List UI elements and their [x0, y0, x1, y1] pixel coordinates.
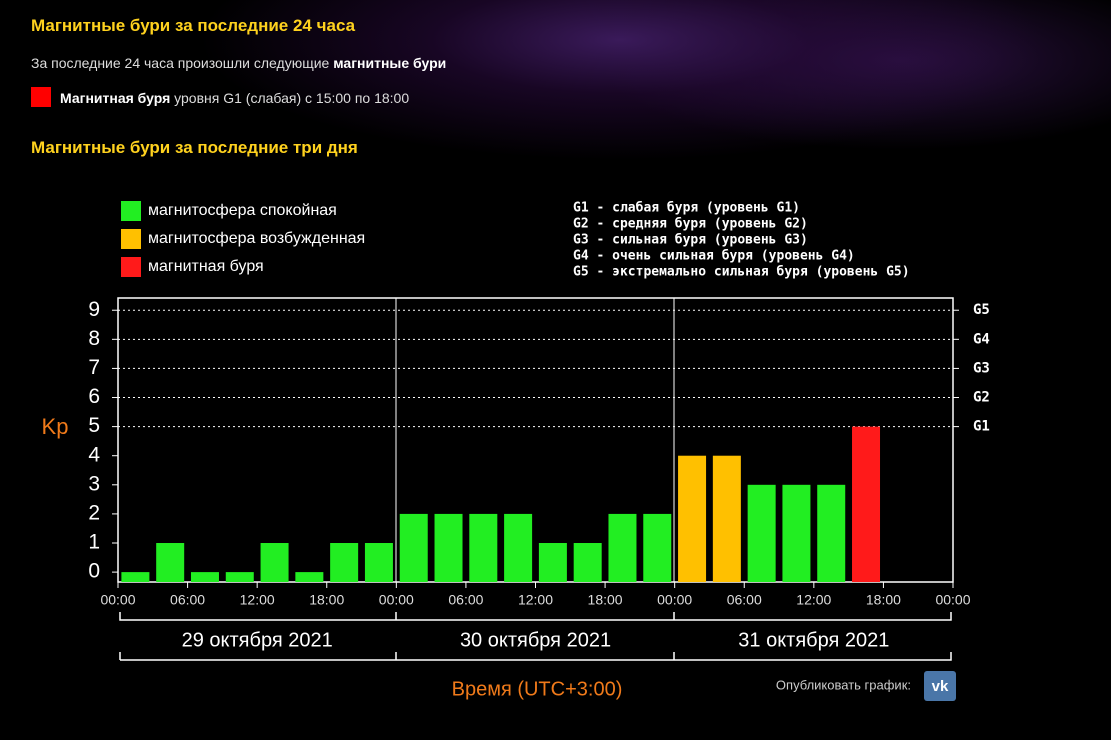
intro-text: За последние 24 часа произошли следующие	[31, 55, 334, 71]
bar	[121, 572, 150, 582]
day-brackets	[119, 612, 952, 661]
y-tick-label: 7	[88, 356, 100, 379]
x-tick-label: 00:00	[100, 592, 135, 608]
bar	[364, 543, 393, 582]
bar	[852, 426, 881, 582]
x-tick-label: 12:00	[796, 592, 831, 608]
share-label: Опубликовать график:	[776, 677, 911, 692]
legend-swatch	[121, 229, 141, 249]
bar	[782, 484, 811, 582]
y2-tick-label: G5	[973, 302, 990, 318]
section-title: Магнитные бури за последние три дня	[31, 138, 358, 157]
y-tick-label: 4	[88, 443, 100, 466]
bar	[643, 513, 672, 582]
legend-swatch	[121, 201, 141, 221]
x-tick-label: 00:00	[379, 592, 414, 608]
share-icon[interactable]: vk	[932, 678, 949, 695]
bar	[817, 484, 846, 582]
x-tick-label: 12:00	[518, 592, 553, 608]
storm-level: G1 - слабая буря (уровень G1)	[573, 201, 800, 216]
day-label: 31 октября 2021	[738, 629, 889, 651]
x-tick-label: 00:00	[935, 592, 970, 608]
event: Магнитная буря уровня G1 (слабая) с 15:0…	[60, 90, 409, 106]
y2-tick-label: G2	[973, 390, 990, 406]
bar	[573, 543, 602, 582]
x-tick-label: 18:00	[309, 592, 344, 608]
bar	[712, 455, 741, 582]
bar	[156, 543, 185, 582]
bar	[295, 572, 324, 582]
legend-swatch	[121, 257, 141, 277]
event-bold: Магнитная буря	[60, 90, 171, 106]
bar	[260, 543, 289, 582]
bar	[747, 484, 776, 582]
y-axis-label: Kp	[42, 414, 69, 439]
x-tick-label: 18:00	[588, 592, 623, 608]
bar	[678, 455, 707, 582]
event-marker	[31, 87, 51, 107]
bar	[225, 572, 254, 582]
x-tick-label: 06:00	[170, 592, 205, 608]
x-tick-label: 06:00	[727, 592, 762, 608]
legend-label: магнитосфера возбужденная	[148, 230, 365, 247]
storm-level: G4 - очень сильная буря (уровень G4)	[573, 249, 855, 264]
x-tick-label: 18:00	[866, 592, 901, 608]
bar	[608, 513, 637, 582]
legend-label: магнитная буря	[148, 258, 264, 275]
bar	[538, 543, 567, 582]
bar	[504, 513, 533, 582]
y-tick-label: 8	[88, 327, 100, 350]
x-tick-label: 12:00	[240, 592, 275, 608]
x-tick-label: 00:00	[657, 592, 692, 608]
x-axis-label: Время (UTC+3:00)	[452, 678, 623, 700]
y-tick-label: 3	[88, 472, 100, 495]
legend-label: магнитосфера спокойная	[148, 202, 337, 219]
y-tick-label: 9	[88, 298, 100, 321]
y-tick-label: 1	[88, 531, 100, 554]
storm-level: G5 - экстремально сильная буря (уровень …	[573, 265, 910, 280]
storm-level: G3 - сильная буря (уровень G3)	[573, 233, 808, 248]
bar	[434, 513, 463, 582]
y-tick-label: 6	[88, 385, 100, 408]
y-tick-label: 2	[88, 501, 100, 524]
intro: За последние 24 часа произошли следующие…	[31, 55, 446, 71]
y2-tick-label: G3	[973, 360, 990, 376]
y-tick-label: 0	[88, 560, 100, 583]
bar	[469, 513, 498, 582]
x-tick-label: 06:00	[448, 592, 483, 608]
share-button[interactable]	[924, 671, 956, 701]
bar	[330, 543, 359, 582]
y-tick-label: 5	[88, 414, 100, 437]
bar	[190, 572, 219, 582]
bar	[399, 513, 428, 582]
day-label: 29 октября 2021	[182, 629, 333, 651]
page-title: Магнитные бури за последние 24 часа	[31, 16, 356, 35]
y2-tick-label: G1	[973, 419, 990, 435]
y2-tick-label: G4	[973, 331, 990, 347]
day-label: 30 октября 2021	[460, 629, 611, 651]
storm-level: G2 - средняя буря (уровень G2)	[573, 217, 808, 232]
event-text: уровня G1 (слабая) с 15:00 по 18:00	[170, 90, 410, 106]
intro-bold: магнитные бури	[333, 55, 447, 71]
